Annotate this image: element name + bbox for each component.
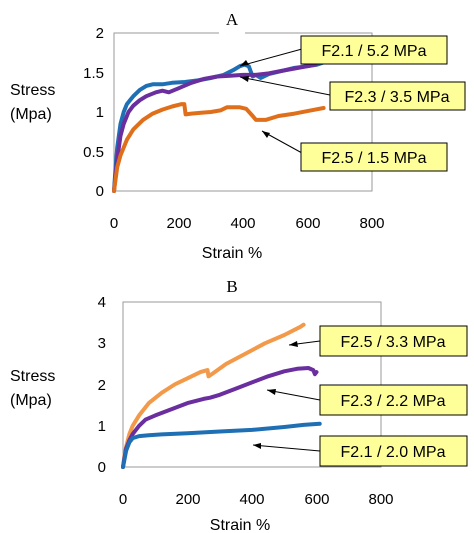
panel-a-xtick: 0 xyxy=(110,215,118,232)
panel-b-ytick: 0 xyxy=(98,459,106,476)
panel-a-xtick: 600 xyxy=(295,215,320,232)
panel-b: B 0 1 2 3 4 0 200 400 600 800 Strain % S… xyxy=(10,277,468,533)
panel-a-ytick: 0.5 xyxy=(83,144,104,161)
panel-a-series xyxy=(112,61,326,193)
panel-b-annotation-arrow xyxy=(266,389,321,401)
panel-a-series-line-1 xyxy=(112,61,324,193)
panel-a-xtick: 200 xyxy=(166,215,191,232)
panel-a-ylabel-line1: Stress xyxy=(10,82,55,99)
panel-a-annotation-text: F2.3 / 3.5 MPa xyxy=(345,89,450,106)
arrowhead-icon xyxy=(289,341,298,347)
panel-b-xtick: 800 xyxy=(368,491,393,508)
panel-b-annotation-text: F2.3 / 2.2 MPa xyxy=(341,393,446,410)
panel-a-title-gap xyxy=(219,31,245,35)
panel-b-ytick: 4 xyxy=(98,294,106,311)
panel-b-annotation-box xyxy=(319,325,468,357)
panel-a-xlabel: Strain % xyxy=(202,245,262,262)
panel-a-xtick: 400 xyxy=(230,215,255,232)
arrowhead-icon xyxy=(253,443,261,449)
panel-a-annotation-text: F2.1 / 5.2 MPa xyxy=(322,43,427,60)
panel-b-xtick: 600 xyxy=(304,491,329,508)
panel-b-annotation-text: F2.5 / 3.3 MPa xyxy=(341,334,446,351)
panel-a-series-line-2 xyxy=(112,62,318,193)
panel-a-ytick: 1.5 xyxy=(83,65,104,82)
panel-a-xtick: 800 xyxy=(359,215,384,232)
panel-a-series-line-3 xyxy=(112,102,326,193)
panel-b-ylabel-line2: (Mpa) xyxy=(10,392,52,409)
panel-a-annotation-box xyxy=(329,81,466,111)
panel-b-ytick: 2 xyxy=(98,377,106,394)
panel-b-series-line-2 xyxy=(121,366,319,469)
panel-a-ytick: 0 xyxy=(96,183,104,200)
panel-a-annotation-text: F2.5 / 1.5 MPa xyxy=(322,150,427,167)
panel-a-annotation-box xyxy=(300,35,448,65)
panel-a-annotation-arrow xyxy=(239,48,303,67)
panel-b-series-line-1 xyxy=(121,322,306,469)
panel-b-annotation-box xyxy=(319,384,468,416)
panel-b-ytick: 3 xyxy=(98,335,106,352)
panel-b-ytick: 1 xyxy=(98,418,106,435)
arrowhead-icon xyxy=(267,389,276,395)
panel-b-series-line-3 xyxy=(121,421,322,469)
panel-a-ylabel-line2: (Mpa) xyxy=(10,106,52,123)
panel-b-xtick: 400 xyxy=(239,491,264,508)
panel-a: A 0 0.5 1 1.5 2 0 200 400 600 800 Strain… xyxy=(10,10,466,262)
panel-a-ytick: 2 xyxy=(96,25,104,42)
panel-a-title: A xyxy=(226,10,239,29)
panel-a-annotation-box xyxy=(300,142,448,172)
panel-b-xtick: 200 xyxy=(175,491,200,508)
panel-b-annotation-arrow xyxy=(252,444,321,452)
panel-a-annotation-arrow xyxy=(239,76,331,96)
panel-b-series xyxy=(121,322,322,469)
panel-a-ytick: 1 xyxy=(96,104,104,121)
panel-b-xtick: 0 xyxy=(119,491,127,508)
panel-b-xlabel: Strain % xyxy=(210,517,270,533)
panel-b-ylabel-line1: Stress xyxy=(10,368,55,385)
arrowhead-icon xyxy=(240,60,249,66)
arrowhead-icon xyxy=(262,131,270,138)
arrowhead-icon xyxy=(240,76,249,82)
panel-b-annotation-text: F2.1 / 2.0 MPa xyxy=(341,444,446,461)
panel-b-title: B xyxy=(226,277,237,296)
panel-b-annotation-box xyxy=(319,435,468,467)
